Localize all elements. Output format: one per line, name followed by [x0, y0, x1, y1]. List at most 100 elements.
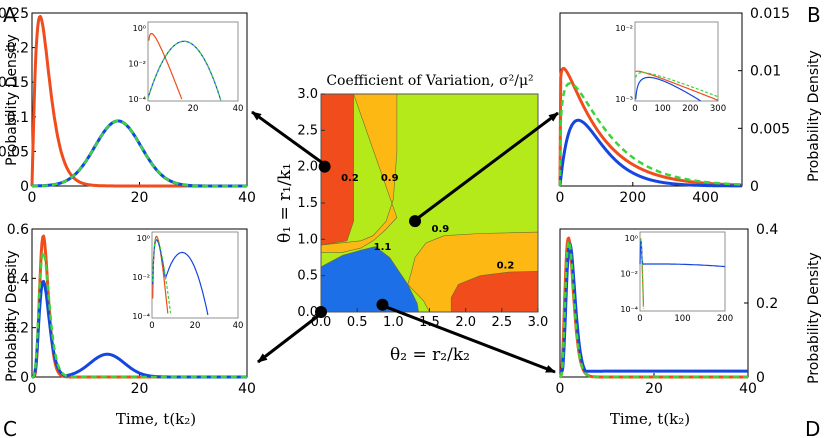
inset-ytick-label: 10⁻⁴ — [132, 312, 150, 321]
xtick-label: 40 — [739, 381, 757, 397]
contour-label: 0.2 — [497, 260, 515, 271]
region-blue-center — [321, 246, 419, 312]
coefficient-of-variation-heatmap: Coefficient of Variation, σ²/μ² 0.0 0.5 1.… — [275, 73, 548, 365]
inset-series-blue — [639, 239, 726, 268]
heatmap-xtick-label: 1.0 — [383, 315, 404, 330]
xtick-label: 40 — [238, 381, 256, 397]
inset-log-plot: 0 20 40 10⁰ 10⁻² 10⁻⁴ — [132, 231, 244, 331]
ytick-label: 0.4 — [756, 222, 778, 238]
xtick-label: 200 — [619, 190, 646, 206]
inset-xtick-label: 200 — [717, 314, 733, 324]
sample-point-a — [318, 160, 331, 173]
inset-series-red — [635, 70, 719, 101]
panel-a-distribution: 0 20 40 0 0.05 0.1 0.15 0.2 0.25 0 20 40 10⁰ 10⁻² 10⁻⁴ — [0, 6, 256, 206]
arrow-to-panel-d — [380, 303, 556, 374]
ytick-label: 0 — [20, 179, 29, 195]
ylabel-panel-c: Probability Density — [4, 250, 20, 382]
xlabel-panel-c: Time, t(k₂) — [116, 410, 196, 428]
xtick-label: 0 — [28, 190, 37, 206]
region-red-bottomright — [450, 270, 538, 312]
inset-ytick-label: 10⁻² — [615, 24, 633, 33]
series-red — [558, 66, 743, 187]
contour-label: 0.9 — [431, 224, 449, 235]
inset-ytick-label: 10⁰ — [137, 234, 150, 243]
inset-ytick-label: 10⁻³ — [615, 95, 633, 104]
sample-point-c — [315, 306, 327, 318]
inset-series-green-dashed — [147, 40, 222, 101]
inset-ytick-label: 10⁰ — [133, 24, 146, 33]
panel-letter-b: B — [807, 3, 821, 27]
inset-xtick-label: 20 — [188, 104, 199, 114]
inset-ytick-label: 10⁻² — [128, 60, 146, 69]
region-red-topleft — [321, 94, 354, 246]
heatmap-ytick-label: 3.0 — [297, 87, 318, 102]
xtick-label: 0 — [556, 381, 565, 397]
sample-point-b — [409, 215, 422, 228]
heatmap-ytick-label: 1.5 — [297, 196, 318, 211]
xtick-label: 20 — [131, 381, 149, 397]
xtick-label: 20 — [645, 381, 663, 397]
inset-ytick-label: 10⁻² — [132, 273, 150, 282]
inset-xtick-label: 0 — [149, 321, 154, 331]
xtick-label: 0 — [556, 190, 565, 206]
heatmap-ytick-label: 0.5 — [297, 269, 318, 284]
inset-frame — [634, 21, 719, 102]
inset-xtick-label: 300 — [710, 104, 726, 114]
heatmap-ytick-label: 1.0 — [297, 232, 318, 247]
series-blue — [558, 118, 743, 188]
inset-ytick-label: 10⁻⁴ — [620, 305, 638, 314]
inset-xtick-label: 0 — [145, 104, 150, 114]
panel-b-distribution: 0 200 400 0 0.005 0.01 0.015 0 100 200 300 10⁻² 10⁻³ — [556, 6, 791, 206]
xlabel-panel-d: Time, t(k₂) — [610, 410, 690, 428]
series-green-dashed — [31, 119, 248, 188]
ytick-label: 0.015 — [750, 6, 790, 22]
ytick-label: 0.6 — [7, 222, 29, 238]
inset-series-red — [148, 32, 183, 100]
ytick-label: 0 — [756, 370, 765, 386]
inset-xtick-label: 0 — [637, 314, 642, 324]
ytick-label: 0.2 — [7, 321, 29, 337]
series-blue — [559, 242, 749, 373]
inset-xtick-label: 40 — [233, 321, 244, 331]
ylabel-panel-b: Probability Density — [806, 50, 822, 182]
heatmap-xtick-label: 2.0 — [455, 315, 476, 330]
inset-log-plot: 0 20 40 10⁰ 10⁻² 10⁻⁴ — [128, 21, 243, 114]
ytick-label: 0.2 — [7, 41, 29, 57]
heatmap-title: Coefficient of Variation, σ²/μ² — [326, 73, 533, 89]
contour-label: 0.2 — [341, 173, 359, 184]
inset-series-green-dashed — [152, 236, 172, 314]
heatmap-ylabel: θ₁ = r₁/k₁ — [275, 163, 295, 243]
ytick-label: 0.25 — [0, 6, 29, 22]
inset-xtick-label: 0 — [632, 104, 637, 114]
xtick-label: 40 — [238, 190, 256, 206]
inset-frame — [639, 231, 726, 312]
inset-series-blue — [635, 76, 701, 102]
series-blue — [31, 119, 248, 188]
inset-frame — [147, 21, 239, 102]
ytick-label: 0.05 — [0, 144, 29, 160]
panel-letter-d: D — [805, 417, 820, 438]
ytick-label: 0 — [750, 179, 759, 195]
inset-series-green-dashed — [635, 71, 719, 98]
inset-ytick-label: 10⁻² — [620, 270, 638, 279]
region-orange-top — [321, 94, 398, 253]
series-green-dashed — [558, 82, 743, 187]
ytick-label: 0.1 — [7, 110, 29, 126]
series-green-dashed — [559, 239, 749, 379]
panel-c-distribution: 0 20 40 0 0.2 0.4 0.6 0 20 40 10⁰ 10⁻² 10⁻⁴ — [7, 222, 256, 397]
arrow-to-panel-b — [417, 111, 559, 220]
arrow-to-panel-a — [251, 110, 325, 166]
ytick-label: 0.005 — [750, 121, 790, 137]
inset-log-plot: 0 100 200 300 10⁻² 10⁻³ — [615, 21, 726, 114]
inset-log-plot: 0 100 200 10⁰ 10⁻² 10⁻⁴ — [620, 231, 733, 324]
ytick-label: 0.01 — [750, 64, 781, 80]
panel-letter-c: C — [3, 417, 17, 438]
arrow-to-panel-c — [257, 314, 319, 364]
inset-xtick-label: 20 — [190, 321, 201, 331]
inset-ytick-label: 10⁻⁴ — [128, 95, 146, 104]
contour-label: 1.1 — [374, 242, 392, 253]
heatmap-ytick-label: 2.5 — [297, 123, 318, 138]
heatmap-ytick-label: 2.0 — [297, 160, 318, 175]
ytick-label: 0.4 — [7, 271, 29, 287]
sample-point-d — [376, 298, 389, 311]
